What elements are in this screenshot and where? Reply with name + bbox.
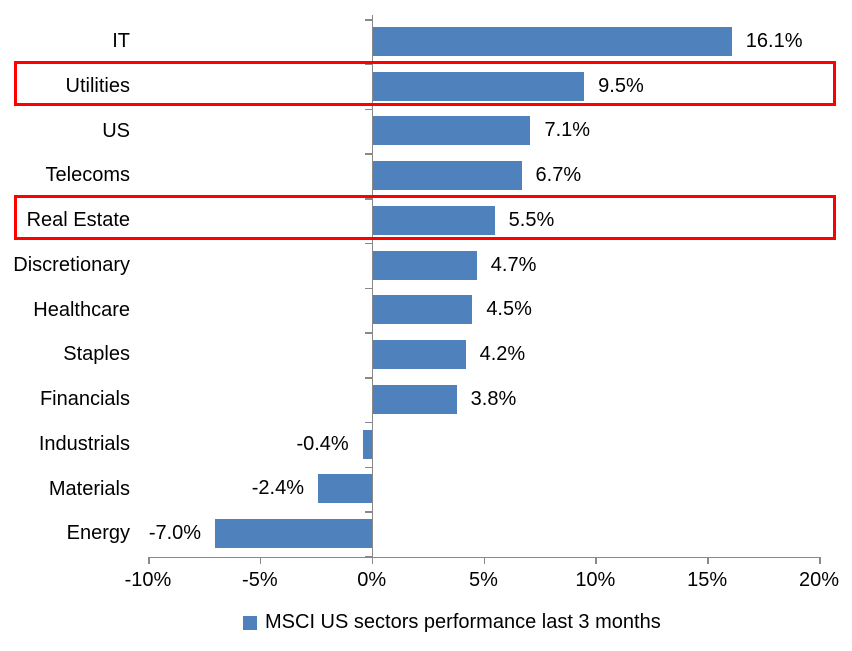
bar-real-estate: [371, 205, 495, 235]
value-label-healthcare: 4.5%: [486, 298, 532, 321]
x-axis-tick: [707, 556, 709, 564]
bar-us: [371, 116, 531, 146]
category-axis-tick: [364, 153, 372, 155]
x-tick-label-0: -10%: [124, 568, 172, 591]
value-label-financials: 3.8%: [470, 387, 517, 410]
bar-financials: [371, 384, 457, 414]
category-label-materials: Materials: [48, 477, 130, 500]
legend-swatch-icon: [243, 615, 257, 630]
value-label-energy: -7.0%: [148, 522, 202, 545]
bar-discretionary: [371, 250, 477, 280]
x-axis-tick: [483, 556, 485, 564]
x-axis-tick: [595, 556, 597, 564]
legend: MSCI US sectors performance last 3 month…: [243, 611, 661, 634]
value-label-real-estate: 5.5%: [508, 208, 555, 231]
bar-staples: [371, 340, 466, 370]
category-label-utilities: Utilities: [65, 74, 130, 97]
x-tick-label-6: 20%: [798, 568, 840, 591]
category-axis-tick: [364, 198, 372, 200]
category-label-financials: Financials: [39, 388, 130, 410]
bar-industrials: [362, 429, 372, 459]
category-label-us: US: [102, 119, 130, 142]
legend-label: MSCI US sectors performance last 3 month…: [265, 611, 661, 633]
category-axis-tick: [364, 242, 372, 245]
bar-healthcare: [371, 295, 473, 325]
category-label-real-estate: Real Estate: [26, 209, 130, 231]
x-tick-label-4: 10%: [575, 568, 616, 591]
category-label-healthcare: Healthcare: [33, 298, 130, 321]
category-label-energy: Energy: [66, 522, 130, 545]
bar-utilities: [371, 71, 585, 101]
category-axis-tick: [364, 421, 372, 424]
x-axis-tick: [819, 556, 821, 564]
category-label-it: IT: [112, 30, 130, 52]
bar-materials: [317, 474, 372, 504]
category-axis-tick: [364, 511, 372, 513]
category-axis-tick: [364, 287, 372, 289]
value-label-telecoms: 6.7%: [535, 164, 582, 187]
category-axis-tick: [364, 108, 372, 110]
category-axis-tick: [364, 63, 372, 66]
value-label-materials: -2.4%: [251, 477, 304, 500]
bar-energy: [215, 519, 372, 549]
highlight-box-utilities: [14, 61, 836, 106]
category-label-staples: Staples: [63, 343, 130, 366]
value-label-discretionary: 4.7%: [490, 253, 537, 276]
value-label-it: 16.1%: [745, 29, 803, 52]
x-axis-tick: [371, 556, 374, 564]
category-label-telecoms: Telecoms: [45, 164, 130, 187]
category-axis-tick: [364, 377, 372, 379]
bar-it: [371, 26, 732, 56]
x-axis-tick: [148, 556, 150, 564]
x-axis-tick: [259, 556, 262, 564]
category-label-discretionary: Discretionary: [13, 253, 130, 276]
value-label-utilities: 9.5%: [598, 74, 644, 97]
category-label-industrials: Industrials: [38, 432, 130, 455]
category-axis-tick: [364, 466, 372, 468]
x-tick-label-1: -5%: [242, 568, 278, 591]
category-axis-tick: [364, 19, 372, 21]
category-axis-tick: [364, 332, 372, 334]
highlight-box-real-estate: [14, 195, 836, 240]
bar-telecoms: [371, 161, 522, 191]
value-label-us: 7.1%: [544, 119, 591, 142]
x-tick-label-5: 15%: [687, 568, 728, 591]
x-tick-label-3: 5%: [469, 568, 498, 591]
y-axis-line: [371, 15, 374, 563]
value-label-staples: 4.2%: [479, 343, 526, 366]
value-label-industrials: -0.4%: [296, 432, 349, 455]
x-tick-label-2: 0%: [357, 568, 387, 591]
